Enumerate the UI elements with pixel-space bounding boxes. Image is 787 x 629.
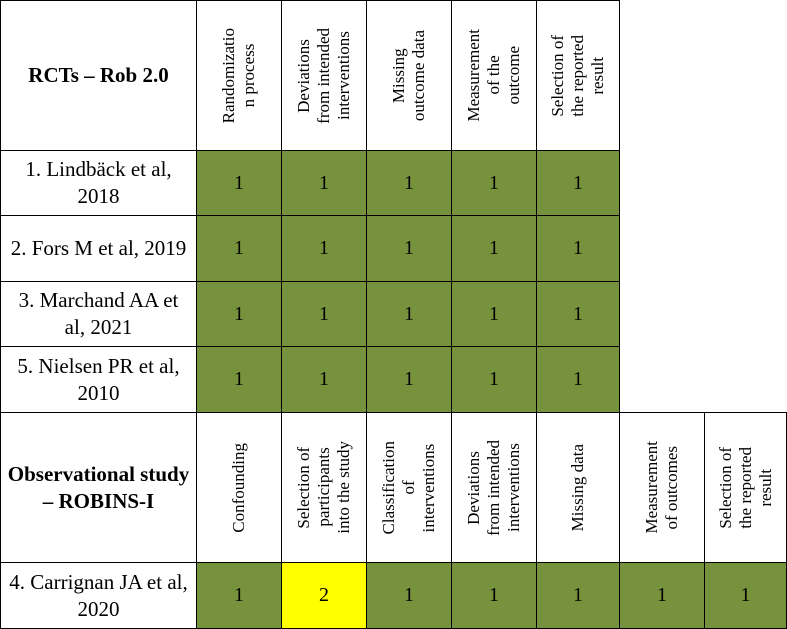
- score-cell: 1: [451, 281, 537, 347]
- rct-domain-header: Deviations from intended interventions: [281, 0, 367, 151]
- score-cell: 1: [366, 215, 452, 282]
- score-cell: 1: [451, 346, 537, 413]
- rct-domain-label: Measurement of the outcome: [464, 29, 523, 122]
- rct-domain-header: Measurement of the outcome: [451, 0, 537, 151]
- obs-domain-header: Deviations from intended interventions: [451, 412, 537, 563]
- study-name: 1. Lindbäck et al, 2018: [0, 150, 197, 216]
- score-cell: 1: [281, 150, 367, 216]
- study-name: 4. Carrignan JA et al, 2020: [0, 562, 197, 629]
- score-cell: 1: [536, 281, 620, 347]
- score-cell: 1: [366, 346, 452, 413]
- score-cell: 1: [281, 215, 367, 282]
- rct-domain-label: Missing outcome data: [389, 29, 428, 122]
- score-cell: 1: [619, 562, 705, 629]
- score-cell: 1: [536, 150, 620, 216]
- obs-domain-header: Measurement of outcomes: [619, 412, 705, 563]
- rct-domain-header: Selection of the reported result: [536, 0, 620, 151]
- obs-domain-label: Measurement of outcomes: [642, 441, 681, 534]
- obs-domain-header: Missing data: [536, 412, 620, 563]
- score-cell: 1: [281, 346, 367, 413]
- obs-domain-label: Deviations from intended interventions: [464, 439, 523, 536]
- score-cell: 1: [451, 562, 537, 629]
- score-cell: 1: [536, 215, 620, 282]
- rct-domain-header: Missing outcome data: [366, 0, 452, 151]
- score-cell: 1: [281, 281, 367, 347]
- rct-section-title: RCTs – Rob 2.0: [0, 0, 197, 151]
- score-cell: 1: [536, 562, 620, 629]
- score-cell: 1: [366, 562, 452, 629]
- rct-domain-label: Deviations from intended interventions: [294, 27, 353, 124]
- obs-domain-header: Confounding: [196, 412, 282, 563]
- obs-domain-header: Selection of participants into the study: [281, 412, 367, 563]
- study-name: 5. Nielsen PR et al, 2010: [0, 346, 197, 413]
- score-cell: 1: [451, 215, 537, 282]
- score-cell: 1: [196, 281, 282, 347]
- obs-domain-label: Selection of participants into the study: [294, 441, 353, 534]
- score-cell: 1: [451, 150, 537, 216]
- score-cell: 1: [366, 150, 452, 216]
- rct-domain-label: Randomizatio n process: [219, 27, 258, 124]
- obs-domain-label: Selection of the reported result: [715, 446, 775, 529]
- score-cell: 1: [196, 215, 282, 282]
- rct-domain-header: Randomizatio n process: [196, 0, 282, 151]
- score-cell: 1: [536, 346, 620, 413]
- score-cell: 1: [196, 346, 282, 413]
- score-cell: 1: [196, 562, 282, 629]
- obs-domain-header: Selection of the reported result: [704, 412, 787, 563]
- score-cell: 1: [366, 281, 452, 347]
- obs-section-title: Observational study – ROBINS-I: [0, 412, 197, 563]
- obs-domain-header: Classification of interventions: [366, 412, 452, 563]
- score-cell: 1: [196, 150, 282, 216]
- obs-domain-label: Missing data: [568, 443, 587, 532]
- obs-domain-label: Classification of interventions: [379, 440, 438, 535]
- score-cell: 2: [281, 562, 367, 629]
- study-name: 2. Fors M et al, 2019: [0, 215, 197, 282]
- rct-domain-label: Selection of the reported result: [548, 34, 607, 117]
- study-name: 3. Marchand AA et al, 2021: [0, 281, 197, 347]
- obs-domain-label: Confounding: [229, 442, 248, 533]
- score-cell: 1: [704, 562, 787, 629]
